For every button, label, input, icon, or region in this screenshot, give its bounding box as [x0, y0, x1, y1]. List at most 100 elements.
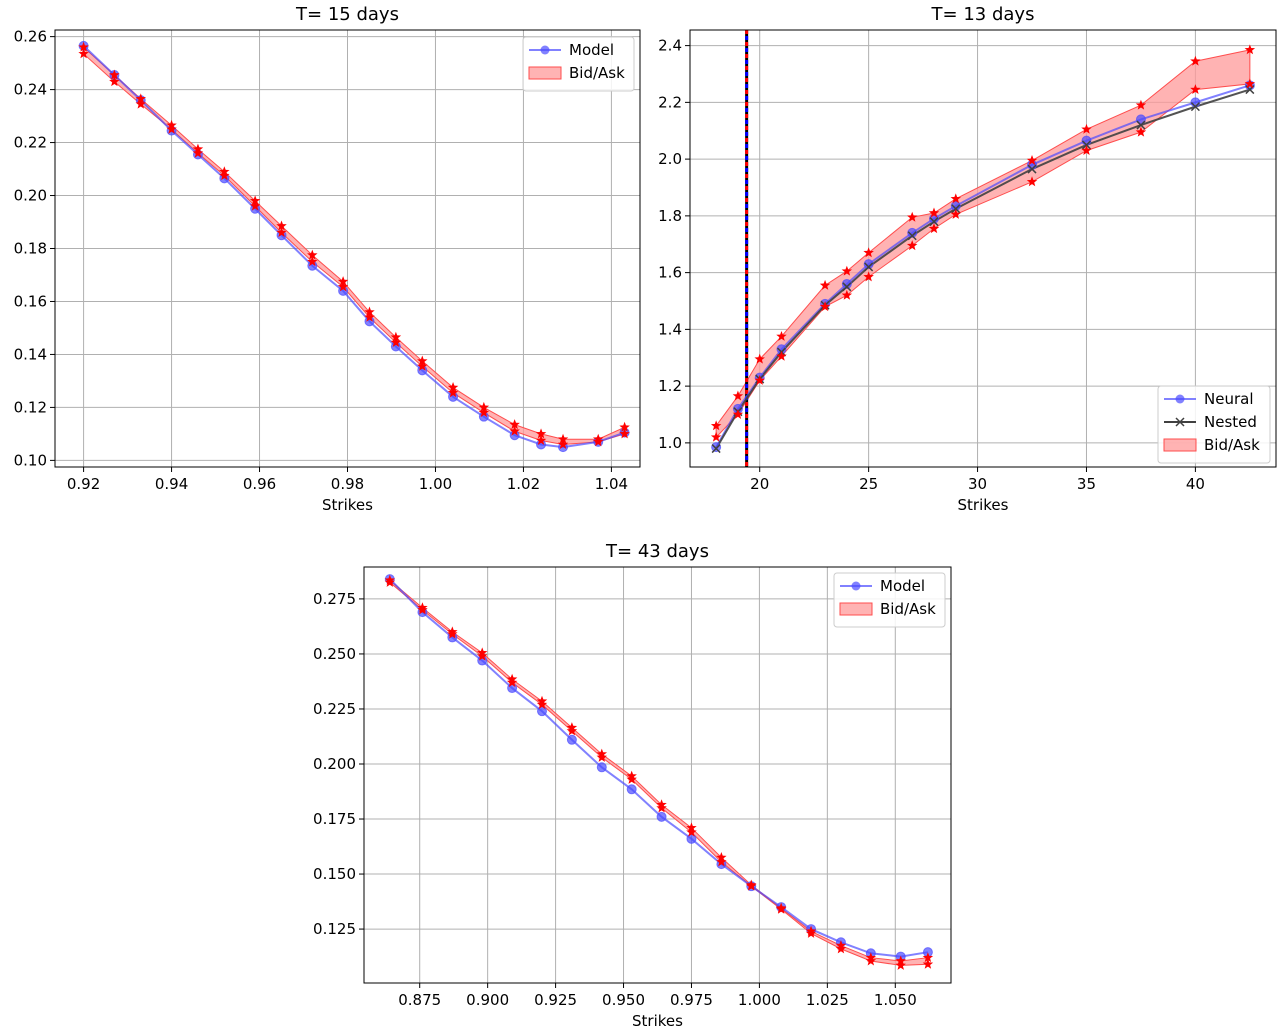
bid-star	[78, 48, 89, 59]
ask-star	[219, 166, 230, 177]
ask-star	[384, 574, 396, 585]
data-point-neural	[1081, 135, 1092, 146]
legend-label: Nested	[1204, 413, 1257, 431]
bid-star	[276, 227, 287, 238]
x-tick-label: 35	[1077, 475, 1096, 493]
series-line-model	[82, 45, 625, 449]
ask-star	[716, 852, 727, 862]
bid-star	[819, 301, 831, 312]
bid-ask-band	[83, 46, 626, 445]
y-tick-label: 1.6	[658, 264, 682, 282]
data-point-nested	[907, 231, 917, 241]
data-point-model	[507, 683, 518, 694]
legend-label: Bid/Ask	[880, 600, 936, 618]
data-point-neural	[907, 227, 918, 238]
bid-star	[686, 826, 697, 837]
ask-star	[1190, 55, 1201, 66]
ask-star	[805, 925, 817, 936]
y-tick-label: 0.10	[14, 451, 47, 469]
ask-star	[895, 955, 906, 966]
x-tick-label: 1.00	[419, 475, 452, 493]
y-tick-label: 0.16	[14, 292, 47, 310]
x-tick-label: 0.975	[670, 991, 713, 1009]
y-tick-label: 0.22	[14, 134, 47, 152]
bid-star	[476, 650, 488, 661]
bid-star	[509, 425, 520, 436]
bid-star	[895, 959, 906, 970]
y-tick-label: 0.200	[313, 755, 356, 773]
legend-label: Model	[569, 41, 614, 59]
plot-area	[78, 40, 630, 453]
ask-star	[566, 722, 578, 733]
ask-star	[775, 902, 787, 913]
legend-label: Model	[880, 577, 925, 595]
x-tick-label: 1.02	[507, 475, 540, 493]
ask-star	[390, 331, 402, 342]
legend-label: Bid/Ask	[1204, 436, 1260, 454]
bid-star	[1081, 145, 1092, 156]
chart-panel-3: 0.875 0.900 0.925 0.950 0.975 1.000 1.025 1.050…	[313, 541, 952, 1030]
legend-swatch-patch	[1163, 438, 1197, 452]
ask-star	[307, 249, 318, 260]
bid-star	[566, 725, 578, 736]
y-tick-label: 0.125	[313, 920, 356, 938]
bid-star	[506, 677, 518, 688]
legend: Model Bid/Ask	[522, 36, 635, 92]
y-tick-label: 2.4	[658, 37, 682, 55]
plot-area	[384, 574, 934, 970]
bid-star	[626, 773, 637, 784]
x-tick-label: 0.950	[602, 991, 645, 1009]
ask-star	[906, 211, 918, 222]
bid-star	[390, 337, 402, 347]
bid-star	[447, 387, 459, 398]
ask-star	[364, 306, 375, 317]
ask-star	[819, 279, 831, 290]
data-point-nested	[864, 262, 874, 272]
data-point-neural	[1190, 97, 1201, 108]
x-tick-label: 1.050	[874, 991, 917, 1009]
legend-label: Neural	[1204, 390, 1253, 408]
x-tick-label: 1.025	[806, 991, 849, 1009]
x-axis-label: Strikes	[632, 1012, 683, 1030]
y-tick-label: 0.24	[14, 81, 47, 99]
x-tick-label: 0.96	[243, 475, 276, 493]
x-tick-label: 40	[1186, 475, 1205, 493]
x-tick-label: 1.04	[595, 475, 628, 493]
x-tick-label: 1.000	[738, 991, 781, 1009]
data-point-nested	[1190, 102, 1200, 112]
y-tick-label: 0.14	[14, 345, 47, 363]
chart-title: T= 15 days	[295, 4, 399, 25]
x-tick-label: 0.98	[331, 475, 364, 493]
y-tick-label: 1.2	[658, 377, 682, 395]
bid-star	[596, 751, 608, 762]
x-axis-label: Strikes	[958, 496, 1009, 514]
y-tick-label: 2.2	[658, 93, 682, 111]
x-tick-label: 0.92	[67, 475, 100, 493]
bid-star	[557, 438, 569, 449]
legend: Model Bid/Ask	[833, 572, 946, 628]
ask-star	[109, 69, 120, 80]
legend-swatch-marker	[851, 581, 861, 591]
series-line-model	[389, 578, 929, 958]
bid-star	[536, 699, 548, 710]
ask-star	[754, 353, 765, 364]
x-tick-label: 20	[750, 475, 769, 493]
legend-swatch-patch	[528, 66, 562, 80]
bid-star	[135, 98, 146, 109]
data-point-nested	[1136, 120, 1146, 130]
data-point-model	[596, 762, 607, 773]
y-tick-label: 1.4	[658, 320, 682, 338]
data-point-nested	[1081, 140, 1092, 150]
bid-star	[950, 208, 961, 219]
x-tick-label: 25	[859, 475, 878, 493]
ask-star	[1244, 44, 1256, 55]
ask-star	[447, 626, 458, 637]
data-point-nested	[842, 282, 852, 292]
chart-panel-2: 20 25 30 35 40 1.0 1.2 1.4 1.6 1.8 2.0 2.2 2.4 T= 13 …	[658, 4, 1277, 514]
chart-title: T= 13 days	[931, 4, 1035, 25]
bid-star	[906, 240, 918, 251]
ask-star	[710, 420, 722, 431]
bid-star	[863, 271, 874, 282]
x-tick-label: 0.94	[155, 475, 188, 493]
